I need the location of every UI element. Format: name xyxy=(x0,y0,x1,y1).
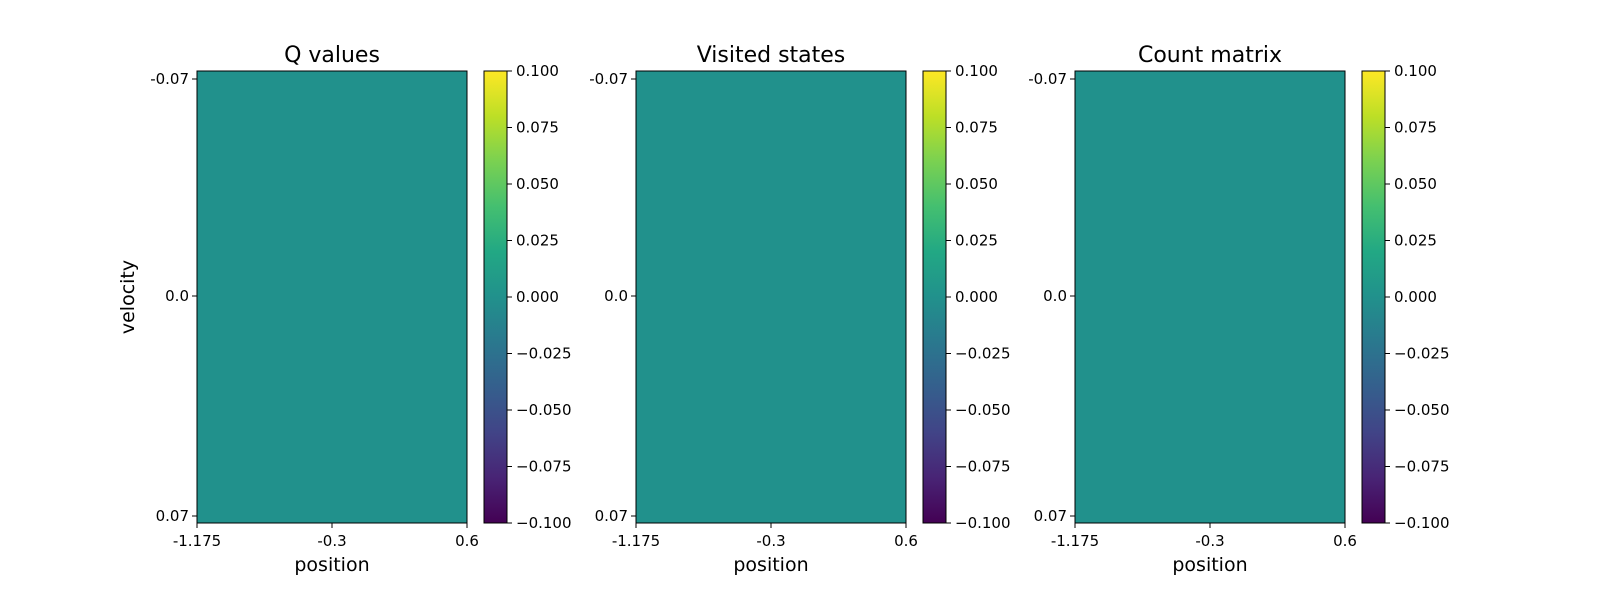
y-tick-label: 0.0 xyxy=(604,287,628,305)
colorbar xyxy=(922,70,947,524)
colorbar-tick-label: 0.100 xyxy=(955,62,998,80)
colorbar-tick-label: 0.100 xyxy=(1394,62,1437,80)
colorbar-tick-label: 0.075 xyxy=(516,119,559,137)
chart-title: Visited states xyxy=(697,43,846,68)
colorbar-tick-label: 0.025 xyxy=(516,232,559,250)
x-tick-label: -1.175 xyxy=(612,532,660,550)
colorbar-tick-label: −0.100 xyxy=(955,514,1011,532)
colorbar-tick-label: −0.075 xyxy=(955,458,1011,476)
heatmap-panel: Count matrix -1.175 -0.3 0.6 position -0.07 0.… xyxy=(1028,43,1449,576)
colorbar-tick-label: 0.000 xyxy=(516,288,559,306)
colorbar xyxy=(1361,70,1386,524)
chart-title: Q values xyxy=(284,43,380,68)
y-tick-label: -0.07 xyxy=(589,70,628,88)
x-tick-label: 0.6 xyxy=(455,532,479,550)
colorbar-tick-label: −0.075 xyxy=(1394,458,1450,476)
chart-title: Count matrix xyxy=(1138,43,1282,68)
x-tick-label: -1.175 xyxy=(173,532,221,550)
heatmap-cell xyxy=(1075,71,1345,523)
y-tick-label: 0.07 xyxy=(1034,507,1067,525)
colorbar-tick-label: 0.025 xyxy=(955,232,998,250)
colorbar-tick-label: 0.000 xyxy=(955,288,998,306)
x-tick-label: 0.6 xyxy=(1333,532,1357,550)
colorbar-tick-label: −0.025 xyxy=(955,345,1011,363)
colorbar-tick-label: 0.050 xyxy=(1394,175,1437,193)
colorbar-tick-label: 0.075 xyxy=(955,119,998,137)
x-axis-label: position xyxy=(294,554,369,576)
y-tick-label: 0.07 xyxy=(595,507,628,525)
colorbar-tick-label: −0.075 xyxy=(516,458,572,476)
x-axis-label: position xyxy=(733,554,808,576)
colorbar-tick-label: −0.050 xyxy=(955,401,1011,419)
colorbar-tick-label: 0.100 xyxy=(516,62,559,80)
colorbar-tick-label: 0.075 xyxy=(1394,119,1437,137)
y-tick-label: -0.07 xyxy=(1028,70,1067,88)
y-axis-label: velocity xyxy=(117,260,139,334)
y-tick-label: 0.07 xyxy=(156,507,189,525)
colorbar-tick-label: 0.000 xyxy=(1394,288,1437,306)
x-tick-label: -1.175 xyxy=(1051,532,1099,550)
colorbar-tick-label: −0.050 xyxy=(516,401,572,419)
heatmap-cell xyxy=(197,71,467,523)
colorbar-tick-label: −0.050 xyxy=(1394,401,1450,419)
heatmap-panel: Q values -1.175 -0.3 0.6 position -0.07 0.0 0.0… xyxy=(117,43,572,576)
x-tick-label: -0.3 xyxy=(1195,532,1224,550)
colorbar-tick-label: −0.025 xyxy=(1394,345,1450,363)
colorbar-tick-label: 0.050 xyxy=(516,175,559,193)
colorbar xyxy=(483,70,508,524)
x-tick-label: -0.3 xyxy=(756,532,785,550)
colorbar-tick-label: −0.100 xyxy=(1394,514,1450,532)
colorbar-tick-label: −0.025 xyxy=(516,345,572,363)
colorbar-tick-label: 0.025 xyxy=(1394,232,1437,250)
y-tick-label: 0.0 xyxy=(1043,287,1067,305)
y-tick-label: 0.0 xyxy=(165,287,189,305)
heatmap-panel: Visited states -1.175 -0.3 0.6 position -0.07… xyxy=(589,43,1010,576)
colorbar-tick-label: 0.050 xyxy=(955,175,998,193)
x-tick-label: 0.6 xyxy=(894,532,918,550)
colorbar-tick-label: −0.100 xyxy=(516,514,572,532)
x-tick-label: -0.3 xyxy=(317,532,346,550)
x-axis-label: position xyxy=(1172,554,1247,576)
y-tick-label: -0.07 xyxy=(150,70,189,88)
heatmap-cell xyxy=(636,71,906,523)
